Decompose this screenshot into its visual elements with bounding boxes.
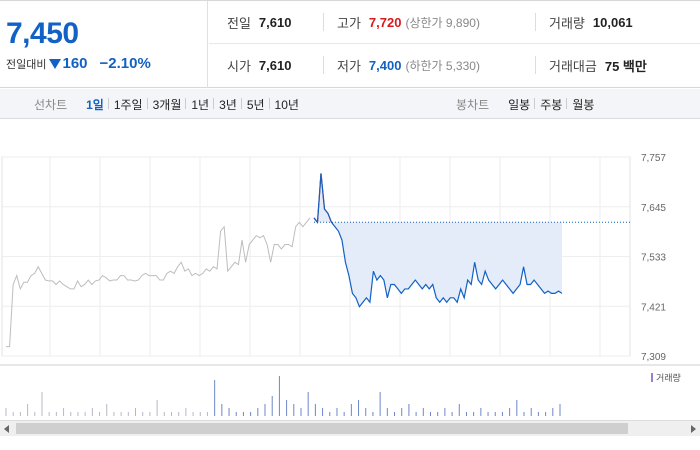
- price-panel: 7,450 전일대비 160 −2.10%: [0, 1, 208, 88]
- line-chart-tabs: 선차트 1일 1주일 3개월 1년 3년 5년 10년: [34, 89, 304, 119]
- stats-row-1: 전일 7,610 고가 7,720 (상한가 9,890) 거래량 10,061: [209, 1, 700, 44]
- change-label: 전일대비: [6, 58, 47, 71]
- divider: [323, 56, 324, 74]
- stat-low: 저가 7,400 (하한가 5,330): [337, 58, 480, 74]
- quote-summary: 7,450 전일대비 160 −2.10% 전일 7,610 고가 7,720 …: [0, 0, 700, 88]
- chart-scrollbar[interactable]: [0, 420, 700, 436]
- change-amount: 160: [62, 55, 88, 72]
- change-percent: −2.10%: [99, 55, 151, 72]
- divider: [535, 13, 536, 31]
- chart-tabbar: 선차트 1일 1주일 3개월 1년 3년 5년 10년 봉차트 일봉 주봉 월봉: [0, 89, 700, 119]
- scroll-left-icon[interactable]: [4, 425, 9, 433]
- stat-open: 시가 7,610: [227, 58, 292, 74]
- scroll-right-icon[interactable]: [691, 425, 696, 433]
- volume-legend-swatch: [651, 373, 653, 382]
- stat-prev-close: 전일 7,610: [227, 15, 292, 31]
- candle-chart-tabs: 봉차트 일봉 주봉 월봉: [456, 89, 599, 119]
- change-row: 전일대비 160 −2.10%: [6, 55, 151, 72]
- y-axis-ticks: 7,757 7,645 7,533 7,421 7,309: [641, 153, 666, 363]
- previous-day-line: [6, 217, 311, 348]
- y-tick-label: 7,645: [641, 203, 666, 214]
- chart-svg: 7,757 7,645 7,533 7,421 7,309 거래량: [0, 153, 700, 416]
- tab-monthly[interactable]: 월봉: [566, 96, 599, 113]
- candle-chart-title: 봉차트: [456, 97, 490, 112]
- stat-volume: 거래량 10,061: [549, 15, 633, 31]
- chart-grid: [1, 156, 631, 357]
- current-price: 7,450: [6, 17, 79, 50]
- tab-daily[interactable]: 일봉: [508, 97, 531, 112]
- divider: [323, 13, 324, 31]
- scroll-thumb[interactable]: [16, 423, 628, 434]
- stat-amount: 거래대금 75 백만: [549, 59, 647, 74]
- down-triangle-icon: [49, 58, 62, 69]
- tab-10year[interactable]: 10년: [268, 96, 304, 113]
- y-tick-label: 7,533: [641, 253, 666, 264]
- tab-3month[interactable]: 3개월: [146, 96, 187, 113]
- y-tick-label: 7,421: [641, 302, 666, 313]
- tab-weekly[interactable]: 주봉: [534, 96, 567, 113]
- today-fill-area: [314, 173, 562, 307]
- tab-3year[interactable]: 3년: [213, 96, 242, 113]
- y-tick-label: 7,757: [641, 153, 666, 164]
- stats-panel: 전일 7,610 고가 7,720 (상한가 9,890) 거래량 10,061…: [209, 1, 700, 88]
- today-line: [313, 173, 563, 308]
- volume-legend-label: 거래량: [656, 372, 681, 383]
- line-chart-title: 선차트: [34, 97, 68, 112]
- stat-high: 고가 7,720 (상한가 9,890): [337, 15, 480, 31]
- tab-1week[interactable]: 1주일: [107, 96, 148, 113]
- y-tick-label: 7,309: [641, 352, 666, 363]
- tab-5year[interactable]: 5년: [240, 96, 270, 113]
- divider: [535, 56, 536, 74]
- price-chart: 7,757 7,645 7,533 7,421 7,309 거래량: [0, 120, 700, 450]
- tab-1year[interactable]: 1년: [185, 96, 214, 113]
- tab-1day[interactable]: 1일: [86, 97, 104, 112]
- stats-row-2: 시가 7,610 저가 7,400 (하한가 5,330) 거래대금 75 백만: [209, 44, 700, 87]
- volume-bars: [5, 376, 561, 416]
